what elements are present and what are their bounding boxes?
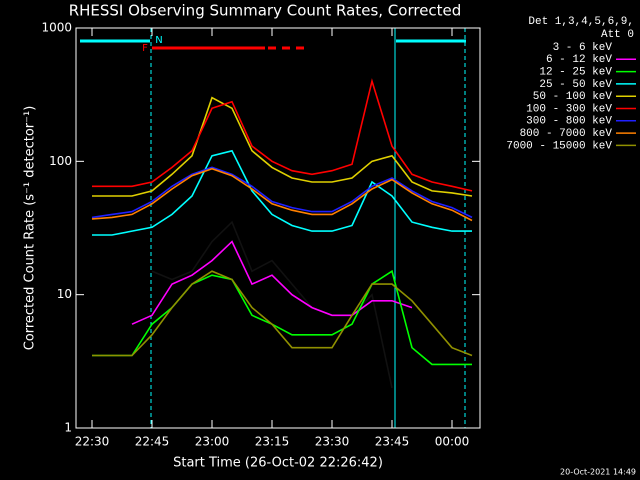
series-line [91,166,473,219]
y-tick-label: 100 [49,154,72,168]
footer: 20-Oct-2021 14:49 [560,468,636,477]
x-tick-label: 00:00 [435,435,470,449]
series-line [91,167,473,222]
x-tick-label: 23:15 [255,435,290,449]
x-tick-label: 22:30 [75,435,110,449]
plot-frame [75,27,481,429]
flare-flag: F [142,43,148,54]
x-tick-label: 23:45 [375,435,410,449]
series-line [92,96,473,197]
legend-title: Det 1,3,4,5,6,9, [528,16,634,28]
x-tick-label: 22:45 [135,435,170,449]
legend-label: 800 - 7000 keV [520,128,613,140]
series-line [131,240,413,325]
x-tick-label: 23:30 [315,435,350,449]
legend-label: 100 - 300 keV [526,103,612,115]
y-tick-label: 1 [64,421,72,435]
series-line [92,78,473,192]
legend-title: Att 0 [601,29,634,41]
x-axis-label: Start Time (26-Oct-02 22:26:42) [173,456,383,471]
legend-label: 12 - 25 keV [539,67,612,79]
series-line [92,270,473,357]
y-tick-label: 10 [57,287,72,301]
legend-label: 6 - 12 keV [546,54,612,66]
x-tick-label: 23:00 [195,435,230,449]
legend-label: 300 - 800 keV [526,116,612,128]
night-flag: N [155,35,162,46]
series-line [151,220,393,389]
legend-label: 25 - 50 keV [539,79,612,91]
chart-title: RHESSI Observing Summary Count Rates, Co… [69,2,462,20]
legend-label: 50 - 100 keV [533,91,613,103]
legend-label: 7000 - 15000 keV [506,140,612,152]
y-axis-label: Corrected Count Rate (s⁻¹ detector⁻¹) [23,106,38,351]
legend-label: 3 - 6 keV [553,42,613,54]
series-line [92,269,472,366]
series-line [92,149,472,236]
y-tick-label: 1000 [41,21,72,35]
